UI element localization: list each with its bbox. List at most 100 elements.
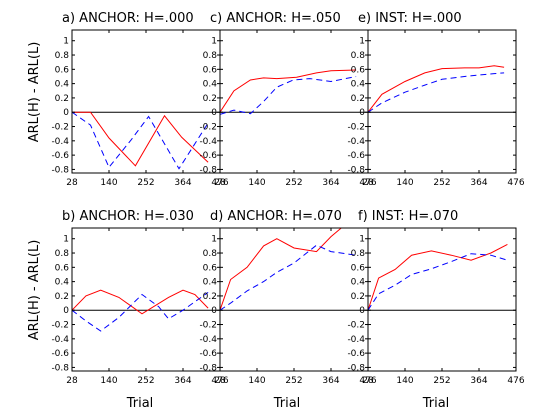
y-tick-label: 0.2 bbox=[55, 292, 69, 302]
series-0-line bbox=[368, 65, 505, 113]
y-tick-label: 0 bbox=[63, 108, 69, 118]
subplot-1: -0.8 -0.6 -0.4 -0.2 0 0.2 0.4 0.6 0.8 1 28 140 252 36… bbox=[199, 11, 376, 188]
subplot-title: c) ANCHOR: H=.050 bbox=[210, 11, 341, 26]
series-1-line bbox=[72, 291, 209, 332]
y-tick-label: 0.4 bbox=[351, 278, 366, 288]
x-tick-label: 140 bbox=[100, 376, 117, 386]
x-tick-label: 476 bbox=[211, 178, 228, 188]
y-tick-label: -0.8 bbox=[347, 165, 365, 175]
y-tick-label: 1 bbox=[359, 37, 365, 47]
series-1-line bbox=[220, 244, 357, 311]
y-tick-label: -0.2 bbox=[347, 321, 365, 331]
y-tick-label: 0 bbox=[211, 108, 217, 118]
y-tick-label: 0.2 bbox=[203, 94, 217, 104]
y-tick-label: -0.6 bbox=[347, 151, 365, 161]
y-tick-label: -0.8 bbox=[51, 165, 69, 175]
x-tick-label: 28 bbox=[214, 376, 226, 386]
subplot-4: -0.8 -0.6 -0.4 -0.2 0 0.2 0.4 0.6 0.8 1 28 140 252 36… bbox=[199, 209, 376, 386]
x-tick-label: 140 bbox=[248, 178, 265, 188]
x-tick-label: 476 bbox=[507, 376, 524, 386]
y-tick-label: -0.4 bbox=[347, 335, 365, 345]
y-tick-label: 1 bbox=[211, 37, 217, 47]
y-tick-label: 0 bbox=[359, 306, 365, 316]
y-tick-label: 0.8 bbox=[55, 249, 70, 259]
y-tick-label: -0.2 bbox=[347, 123, 365, 133]
y-tick-label: 0.8 bbox=[203, 51, 218, 61]
y-tick-label: 0.6 bbox=[55, 65, 70, 75]
y-tick-label: 0.2 bbox=[351, 292, 365, 302]
y-axis-label-bottom: ARL(H) - ARL(L) bbox=[27, 240, 42, 341]
series-1-line bbox=[72, 111, 209, 170]
y-tick-label: -0.2 bbox=[199, 123, 217, 133]
y-tick-label: 0.4 bbox=[55, 278, 70, 288]
y-tick-label: -0.4 bbox=[51, 335, 69, 345]
axes-frame bbox=[71, 29, 221, 174]
x-tick-label: 364 bbox=[174, 178, 191, 188]
series-1-line bbox=[220, 76, 357, 115]
x-tick-label: 252 bbox=[285, 178, 302, 188]
x-tick-label: 252 bbox=[433, 178, 450, 188]
x-tick-label: 476 bbox=[359, 178, 376, 188]
x-tick-label: 252 bbox=[285, 376, 302, 386]
axes-frame bbox=[367, 29, 517, 174]
y-tick-label: -0.8 bbox=[199, 165, 217, 175]
x-tick-label: 28 bbox=[214, 178, 226, 188]
y-tick-label: -0.4 bbox=[199, 137, 217, 147]
y-tick-label: 0.4 bbox=[55, 80, 70, 90]
x-tick-label: 28 bbox=[66, 376, 78, 386]
subplot-title: e) INST: H=.000 bbox=[358, 11, 462, 26]
x-tick-label: 252 bbox=[433, 376, 450, 386]
y-tick-label: 0 bbox=[359, 108, 365, 118]
series-1-line bbox=[368, 253, 508, 311]
x-tick-label: 476 bbox=[507, 178, 524, 188]
subplot-0: -0.8 -0.6 -0.4 -0.2 0 0.2 0.4 0.6 0.8 1 28 140 252 36… bbox=[51, 11, 228, 188]
y-tick-label: -0.4 bbox=[51, 137, 69, 147]
y-tick-label: 0.6 bbox=[351, 263, 366, 273]
y-tick-label: 0.6 bbox=[203, 263, 218, 273]
y-tick-label: -0.6 bbox=[51, 349, 69, 359]
x-tick-label: 364 bbox=[322, 178, 339, 188]
series-0-line bbox=[220, 228, 343, 311]
x-tick-label: 28 bbox=[362, 178, 374, 188]
x-tick-label: 140 bbox=[100, 178, 117, 188]
x-axis-label-left: Trial bbox=[126, 396, 154, 411]
y-tick-label: 0 bbox=[63, 306, 69, 316]
y-tick-label: 0.8 bbox=[203, 249, 218, 259]
y-tick-label: 0.4 bbox=[203, 80, 218, 90]
x-tick-label: 140 bbox=[248, 376, 265, 386]
y-tick-label: -0.4 bbox=[199, 335, 217, 345]
subplot-3: -0.8 -0.6 -0.4 -0.2 0 0.2 0.4 0.6 0.8 1 28 140 252 36… bbox=[51, 209, 228, 386]
subplot-5: -0.8 -0.6 -0.4 -0.2 0 0.2 0.4 0.6 0.8 1 28 140 252 36… bbox=[347, 209, 524, 386]
y-tick-label: 1 bbox=[359, 235, 365, 245]
y-tick-label: 0.8 bbox=[351, 51, 366, 61]
x-axis-label-middle: Trial bbox=[273, 396, 301, 411]
subplot-title: f) INST: H=.070 bbox=[358, 209, 458, 224]
y-tick-label: 1 bbox=[63, 37, 69, 47]
y-tick-label: -0.2 bbox=[51, 123, 69, 133]
y-tick-label: 1 bbox=[211, 235, 217, 245]
y-tick-label: -0.6 bbox=[347, 349, 365, 359]
x-tick-label: 28 bbox=[362, 376, 374, 386]
y-tick-label: -0.8 bbox=[347, 363, 365, 373]
axes-frame bbox=[367, 227, 517, 372]
y-tick-label: 0.6 bbox=[55, 263, 70, 273]
x-tick-label: 28 bbox=[66, 178, 78, 188]
series-0-line bbox=[220, 69, 357, 113]
subplot-title: d) ANCHOR: H=.070 bbox=[210, 209, 342, 224]
x-tick-label: 252 bbox=[137, 376, 154, 386]
y-tick-label: -0.4 bbox=[347, 137, 365, 147]
subplot-title: b) ANCHOR: H=.030 bbox=[62, 209, 194, 224]
y-tick-label: 0.4 bbox=[203, 278, 218, 288]
y-tick-label: 0.2 bbox=[351, 94, 365, 104]
x-tick-label: 364 bbox=[322, 376, 339, 386]
x-tick-label: 364 bbox=[470, 178, 487, 188]
series-1-line bbox=[368, 72, 505, 113]
y-tick-label: 0.8 bbox=[55, 51, 70, 61]
y-tick-label: 0.4 bbox=[351, 80, 366, 90]
series-0-line bbox=[368, 243, 508, 311]
y-tick-label: -0.6 bbox=[199, 349, 217, 359]
y-tick-label: 0.2 bbox=[203, 292, 217, 302]
series-0-line bbox=[72, 111, 209, 167]
x-tick-label: 140 bbox=[396, 178, 413, 188]
